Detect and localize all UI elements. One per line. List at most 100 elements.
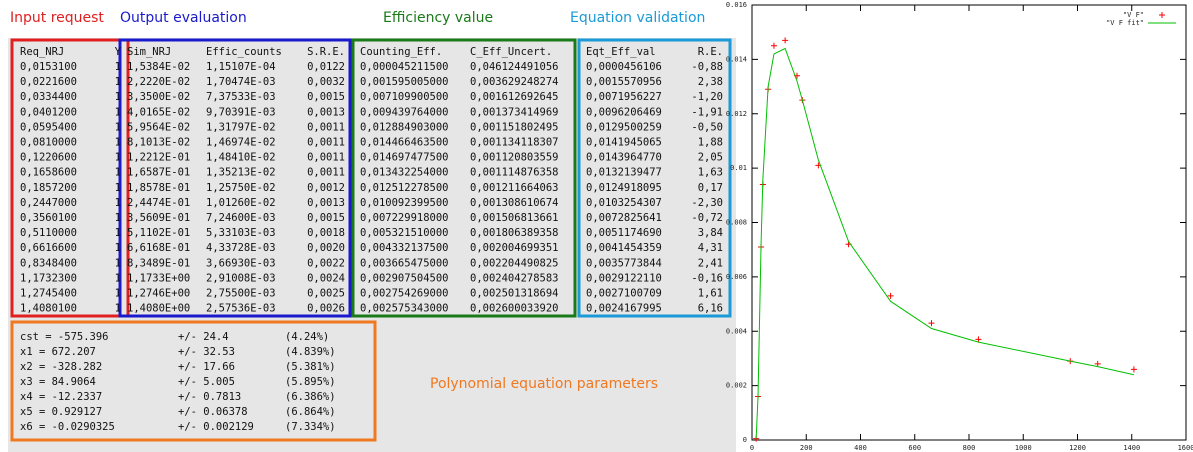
table-cell: 6,6168E-01: [127, 242, 190, 254]
table-cell: 0,001806389358: [470, 227, 559, 239]
table-cell: 1,1732300: [20, 272, 77, 284]
table-cell: 0,0024: [307, 272, 345, 284]
table-cell: 0,007109900500: [360, 91, 449, 103]
table-cell: 0,001211664063: [470, 182, 559, 194]
table-cell: 0,001373414969: [470, 106, 559, 118]
table-cell: 0,0015570956: [586, 76, 662, 88]
column-header: Eqt_Eff_val: [586, 46, 656, 58]
table-cell: 0,001114876358: [470, 167, 559, 179]
y-tick-label: 0.008: [726, 219, 747, 227]
parameter-cell: x5 = 0.929127: [20, 406, 102, 418]
parameter-cell: +/- 32.53: [178, 346, 235, 358]
table-cell: -0,50: [691, 121, 723, 133]
table-cell: 1: [115, 242, 121, 254]
table-cell: 1,01260E-02: [206, 197, 276, 209]
y-tick-label: 0.012: [726, 110, 747, 118]
table-cell: 2,91008E-03: [206, 272, 276, 284]
table-cell: 1: [115, 137, 121, 149]
table-cell: 0,0020: [307, 242, 345, 254]
parameter-cell: (5.381%): [285, 361, 336, 373]
column-header: R.E.: [698, 46, 723, 58]
table-cell: 0,005321510000: [360, 227, 449, 239]
table-cell: 3,84: [698, 227, 723, 239]
table-cell: 0,0041454359: [586, 242, 662, 254]
table-cell: 0,1658600: [20, 167, 77, 179]
table-cell: 5,33103E-03: [206, 227, 276, 239]
table-cell: 1,61: [698, 288, 723, 300]
data-point: [928, 320, 935, 327]
table-cell: 1: [115, 121, 121, 133]
table-cell: 0,1220600: [20, 152, 77, 164]
section-title: Input request: [10, 10, 104, 26]
x-tick-label: 800: [963, 444, 976, 452]
column-header: C_Eff_Uncert.: [470, 46, 552, 58]
data-point: [975, 336, 982, 343]
table-cell: 4,31: [698, 242, 723, 254]
table-cell: 0,002907504500: [360, 272, 449, 284]
table-cell: 0,0810000: [20, 137, 77, 149]
table-cell: 0,6616600: [20, 242, 77, 254]
table-cell: 0,0153100: [20, 61, 77, 73]
table-cell: 0,0032: [307, 76, 345, 88]
parameter-cell: x1 = 672.207: [20, 346, 96, 358]
table-cell: 0,17: [698, 182, 723, 194]
column-header: S.R.E.: [307, 46, 345, 58]
table-cell: 1: [115, 61, 121, 73]
parameter-cell: (7.334%): [285, 421, 336, 433]
table-cell: 0,009439764000: [360, 106, 449, 118]
parameter-cell: +/- 0.06378: [178, 406, 248, 418]
table-cell: 1,8578E-01: [127, 182, 190, 194]
legend-label: "V F fit": [1106, 19, 1144, 27]
table-cell: 1: [115, 272, 121, 284]
parameter-cell: +/- 0.7813: [178, 391, 241, 403]
table-cell: 0,0011: [307, 121, 345, 133]
parameter-cell: (6.386%): [285, 391, 336, 403]
table-cell: 8,1013E-02: [127, 137, 190, 149]
parameter-cell: +/- 17.66: [178, 361, 235, 373]
table-cell: 5,1102E-01: [127, 227, 190, 239]
table-cell: 0,0022: [307, 257, 345, 269]
x-tick-label: 0: [750, 444, 754, 452]
parameter-cell: cst = -575.396: [20, 331, 109, 343]
table-cell: -0,16: [691, 272, 723, 284]
table-cell: 1: [115, 76, 121, 88]
fit-line: [755, 47, 1135, 439]
data-point: [1094, 360, 1101, 367]
y-tick-label: 0.002: [726, 382, 747, 390]
section-title: Equation validation: [570, 10, 705, 26]
section-title: Polynomial equation parameters: [430, 376, 658, 392]
table-cell: 0,0122: [307, 61, 345, 73]
table-cell: 0,0025: [307, 288, 345, 300]
table-cell: 0,0401200: [20, 106, 77, 118]
table-cell: 0,001612692645: [470, 91, 559, 103]
table-cell: 0,0012: [307, 182, 345, 194]
table-cell: -1,91: [691, 106, 723, 118]
table-cell: 0,001120803559: [470, 152, 559, 164]
table-cell: 1: [115, 257, 121, 269]
y-tick-label: 0: [743, 436, 747, 444]
y-tick-label: 0.01: [730, 164, 747, 172]
table-cell: 0,0011: [307, 152, 345, 164]
table-cell: 2,75500E-03: [206, 288, 276, 300]
table-cell: 0,000045211500: [360, 61, 449, 73]
table-cell: 0,014697477500: [360, 152, 449, 164]
table-cell: 0,0018: [307, 227, 345, 239]
table-cell: 0,0129500259: [586, 121, 662, 133]
table-cell: 1,88: [698, 137, 723, 149]
table-cell: 0,0027100709: [586, 288, 662, 300]
table-cell: 0,0035773844: [586, 257, 662, 269]
table-cell: 0,0029122110: [586, 272, 662, 284]
table-cell: 1: [115, 197, 121, 209]
table-cell: 1,2212E-01: [127, 152, 190, 164]
table-cell: 2,57536E-03: [206, 303, 276, 315]
table-cell: 0,0096206469: [586, 106, 662, 118]
y-tick-label: 0.006: [726, 273, 747, 281]
table-cell: 0,002404278583: [470, 272, 559, 284]
table-cell: 0,0221600: [20, 76, 77, 88]
section-title: Efficiency value: [383, 10, 493, 26]
table-cell: 3,3500E-02: [127, 91, 190, 103]
x-tick-label: 1000: [1015, 444, 1032, 452]
table-cell: 1,25750E-02: [206, 182, 276, 194]
parameter-cell: (4.24%): [285, 331, 329, 343]
y-tick-label: 0.014: [726, 55, 747, 63]
